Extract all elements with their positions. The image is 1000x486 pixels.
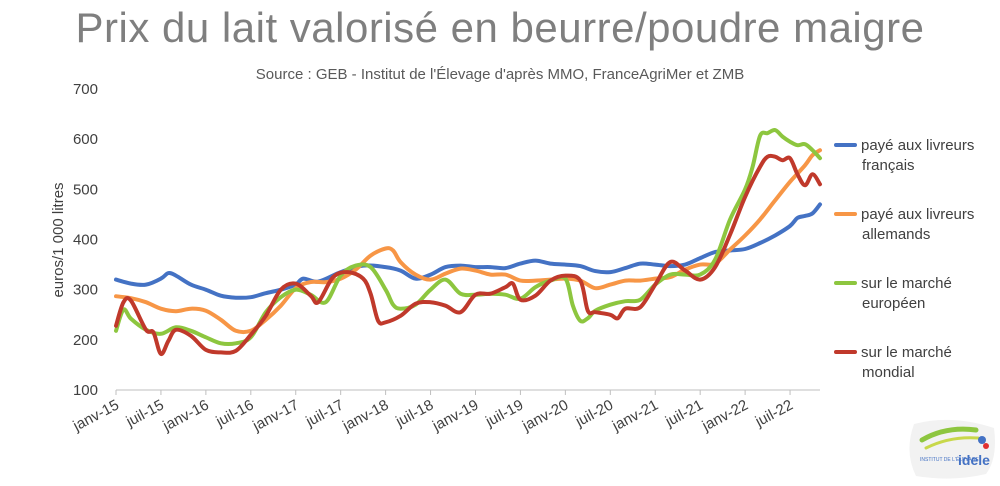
y-tick-label: 700 — [73, 81, 98, 98]
x-tick-label: juil-16 — [212, 397, 256, 431]
chart-title: Prix du lait valorisé en beurre/poudre m… — [75, 4, 925, 51]
x-tick-label: juil-22 — [752, 397, 796, 431]
y-tick-label: 500 — [73, 181, 98, 198]
x-tick-label: juil-19 — [482, 397, 526, 431]
x-tick-label: janv-15 — [70, 397, 122, 436]
x-tick-label: janv-20 — [519, 397, 571, 436]
series-line-france — [114, 202, 822, 300]
x-tick-label: janv-16 — [159, 397, 211, 436]
svg-text:idele: idele — [958, 452, 990, 468]
x-tick-label: juil-18 — [392, 397, 436, 431]
series-layer — [114, 128, 822, 356]
y-tick-label: 100 — [73, 382, 98, 399]
legend-label: payé aux livreurs — [861, 206, 974, 223]
y-tick-label: 200 — [73, 332, 98, 349]
svg-text:INSTITUT DE L'ÉLEVAGE: INSTITUT DE L'ÉLEVAGE — [920, 456, 980, 463]
series-line-europe — [114, 128, 822, 347]
x-tick-label: juil-20 — [572, 397, 616, 431]
legend: payé aux livreurs français payé aux livreu… — [834, 137, 974, 381]
chart-subtitle: Source : GEB - Institut de l'Élevage d'a… — [255, 66, 745, 83]
x-tick-label: juil-15 — [123, 397, 167, 431]
y-axis-label: euros/1 000 litres — [50, 182, 67, 297]
series-line-world — [114, 153, 822, 356]
x-tick-label: janv-17 — [249, 397, 301, 436]
legend-label: sur le marché — [861, 344, 952, 361]
x-tick-label: janv-19 — [429, 397, 481, 436]
x-tick-label: juil-17 — [302, 397, 346, 431]
idele-logo: INSTITUT DE L'ÉLEVAGE idele — [906, 418, 998, 480]
y-tick-label: 600 — [73, 131, 98, 148]
legend-label: sur le marché — [861, 275, 952, 292]
x-tick-label: janv-18 — [339, 397, 391, 436]
legend-label: européen — [862, 295, 925, 312]
x-tick-label: janv-21 — [609, 397, 661, 436]
x-tick-label: juil-21 — [662, 397, 706, 431]
x-tick-label: janv-22 — [699, 397, 751, 436]
legend-label: allemands — [862, 226, 930, 243]
y-axis: 100 200 300 400 500 600 700 — [73, 81, 98, 399]
legend-label: mondial — [862, 364, 915, 381]
y-tick-label: 400 — [73, 232, 98, 249]
legend-label: payé aux livreurs — [861, 137, 974, 154]
y-tick-label: 300 — [73, 282, 98, 299]
legend-label: français — [862, 157, 915, 174]
